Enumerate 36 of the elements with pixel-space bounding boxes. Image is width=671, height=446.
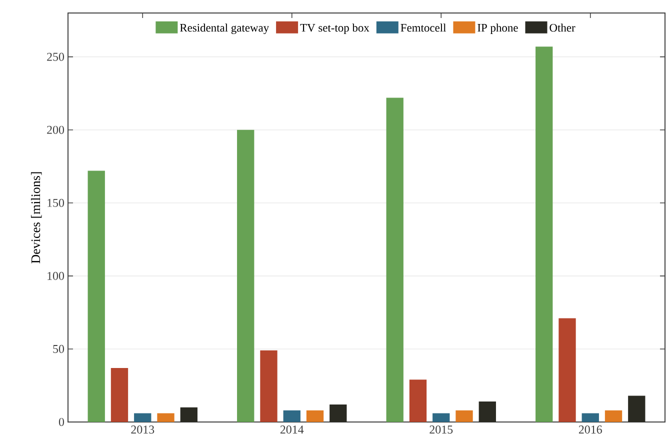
- bar: [110, 368, 128, 422]
- bar: [536, 46, 553, 422]
- bar: [432, 413, 450, 422]
- bar: [456, 410, 473, 422]
- y-tick-label: 100: [48, 272, 64, 280]
- bar: [134, 413, 152, 422]
- y-tick-label: 250: [47, 52, 64, 61]
- y-axis-title: Devices [milions]: [30, 172, 42, 264]
- bar: [306, 410, 324, 422]
- bar: [283, 410, 300, 422]
- x-tick-label: 2014: [280, 426, 304, 434]
- bar: [157, 413, 174, 422]
- legend-label: IP phone: [478, 24, 518, 34]
- y-tick-label: 150: [48, 198, 64, 207]
- legend-label: Residental gateway: [180, 24, 270, 34]
- bar: [260, 350, 278, 422]
- bar: [604, 410, 622, 422]
- x-tick-label: 2016: [578, 426, 602, 434]
- x-tick-label: 2013: [131, 426, 154, 434]
- bar: [88, 170, 105, 422]
- bar: [237, 130, 254, 422]
- y-tick-label: 0: [58, 418, 64, 426]
- x-tick-label: 2015: [430, 426, 453, 434]
- bar: [558, 318, 576, 422]
- legend-label: Other: [550, 24, 576, 32]
- bar: [330, 404, 347, 422]
- legend-label: TV set-top box: [300, 24, 370, 34]
- bar: [180, 407, 198, 422]
- y-tick-label: 50: [53, 344, 64, 353]
- y-tick-label: 200: [47, 126, 64, 134]
- bar: [386, 98, 404, 422]
- bar: [478, 402, 496, 422]
- bar: [628, 396, 646, 422]
- legend-label: Femtocell: [400, 24, 446, 32]
- bar: [409, 380, 427, 422]
- bar: [582, 413, 599, 422]
